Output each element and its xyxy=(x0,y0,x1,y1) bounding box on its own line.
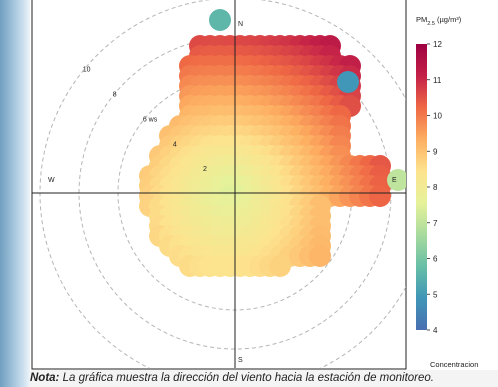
legend-colorbar xyxy=(416,44,427,330)
chart-panel: N E S W 2 4 6 ws 8 10 PM2.5 (µg/m³) 4 5 6 7 8 9 10 11 12 C… xyxy=(30,0,498,370)
legend-tick-label: 12 xyxy=(433,40,442,49)
ws-ring-label: 6 ws xyxy=(143,116,158,123)
legend-tick-label: 4 xyxy=(433,326,438,335)
concentration-cell xyxy=(387,169,406,191)
legend-tick-label: 7 xyxy=(433,219,438,228)
legend-tick-label: 8 xyxy=(433,183,438,192)
legend-tick-label: 6 xyxy=(433,255,438,264)
concentration-cell xyxy=(337,71,359,93)
legend-tick-label: 10 xyxy=(433,112,442,121)
concentration-cell xyxy=(309,245,331,267)
note-text: La gráfica muestra la dirección del vien… xyxy=(59,372,434,384)
legend-tick-label: 11 xyxy=(433,76,442,85)
legend-tick-label: 5 xyxy=(433,290,438,299)
legend-title: PM2.5 (µg/m³) xyxy=(416,15,462,27)
concentration-cell xyxy=(369,185,391,207)
legend-bottom-label: Concentracion xyxy=(430,360,478,369)
ws-ring-label: 4 xyxy=(173,141,177,148)
direction-label-n: N xyxy=(238,21,243,28)
ws-ring-label: 10 xyxy=(83,67,91,74)
figure-note: Nota: La gráfica muestra la dirección de… xyxy=(30,370,498,387)
polar-plot-chart: N E S W 2 4 6 ws 8 10 PM2.5 (µg/m³) 4 5 6 7 8 9 10 11 12 C… xyxy=(31,0,478,370)
direction-label-s: S xyxy=(238,357,243,364)
concentration-cell xyxy=(209,9,231,31)
concentration-cell xyxy=(269,255,291,277)
ws-ring-label: 2 xyxy=(203,166,207,173)
direction-label-w: W xyxy=(48,177,55,184)
ws-ring-label: 8 xyxy=(113,92,117,99)
direction-label-e: E xyxy=(392,177,397,184)
legend-tick-label: 9 xyxy=(433,147,438,156)
note-label: Nota: xyxy=(30,372,60,384)
